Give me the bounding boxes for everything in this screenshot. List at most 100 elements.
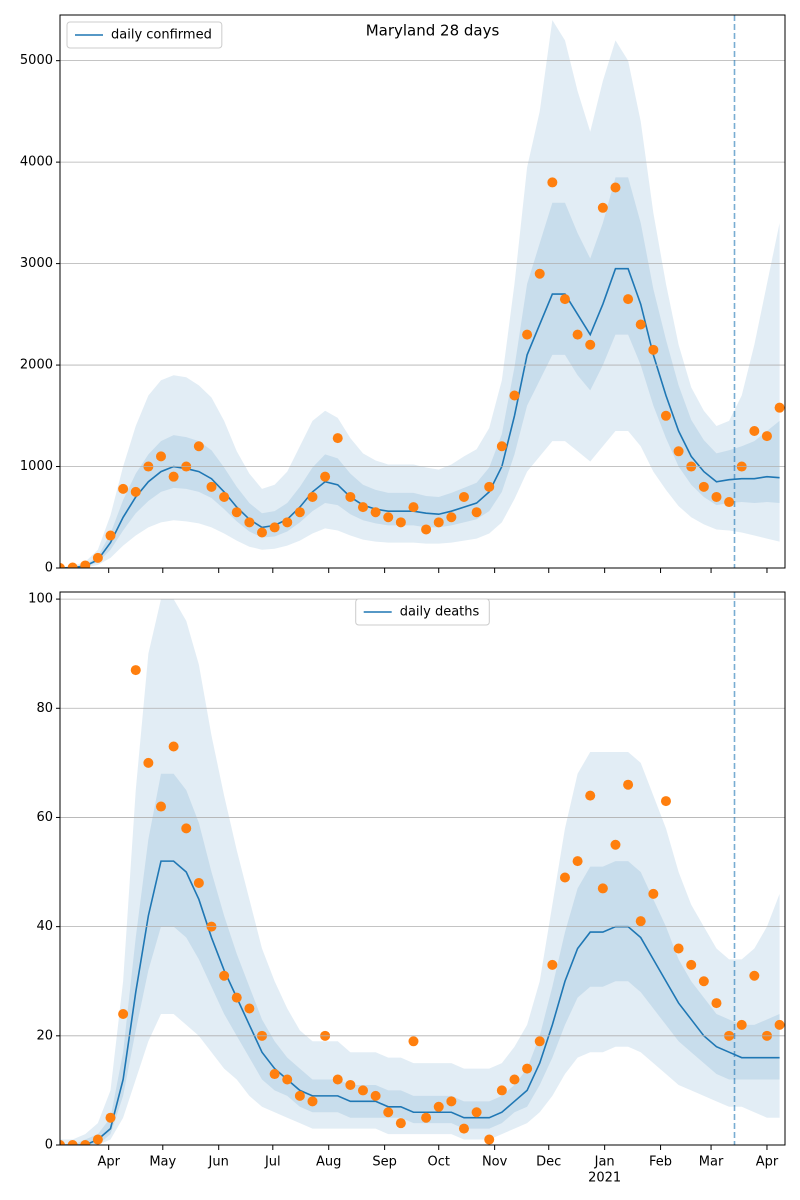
observed-point [168,741,179,752]
uncertainty-band [60,20,780,568]
observed-point [421,524,432,535]
observed-point [471,507,482,518]
x-tick-label: Aug [316,1155,341,1170]
y-tick-label: 4000 [20,155,53,170]
observed-point [206,481,217,492]
observed-point [686,959,697,970]
y-tick-label: 1000 [20,459,53,474]
observed-point [522,1063,533,1074]
observed-point [332,433,343,444]
x-tick-label: Sep [372,1155,397,1170]
observed-point [118,1008,129,1019]
observed-point [458,1123,469,1134]
observed-point [484,481,495,492]
observed-point [559,872,570,883]
observed-point [610,839,621,850]
observed-point [635,916,646,927]
observed-point [408,502,419,513]
observed-point [433,517,444,528]
panel: 0 1000 2000 3000 4000 5000 Maryland 28 days dai… [20,14,786,576]
observed-point [282,517,293,528]
observed-point [193,877,204,888]
legend: daily confirmed [66,21,223,49]
observed-point [496,441,507,452]
observed-point [749,426,760,437]
observed-point [698,481,709,492]
observed-point [294,507,305,518]
observed-point [256,527,267,538]
observed-point [711,491,722,502]
observed-point [698,976,709,987]
observed-point [484,1134,495,1145]
observed-point [231,992,242,1003]
observed-point [761,431,772,442]
observed-point [231,507,242,518]
x-tick-sublabel: 2021 [588,1171,621,1186]
observed-point [547,177,558,188]
observed-point [67,562,78,568]
observed-point [357,502,368,513]
observed-point [320,471,331,482]
legend-box [355,598,490,626]
y-tick-label: 5000 [20,53,53,68]
x-tick-label: Jun [208,1155,229,1170]
observed-point [749,970,760,981]
observed-point [509,390,520,401]
legend-label: daily deaths [400,605,480,620]
observed-point [534,268,545,279]
observed-point [660,796,671,807]
y-tick-label: 3000 [20,256,53,271]
legend-label: daily confirmed [111,28,212,43]
observed-point [130,486,141,497]
observed-point [332,1074,343,1085]
y-tick-label: 100 [28,592,53,607]
observed-point [711,998,722,1009]
observed-point [282,1074,293,1085]
y-tick-label: 40 [36,919,53,934]
observed-point [458,491,469,502]
observed-point [648,344,659,355]
observed-point [673,446,684,457]
observed-point [67,1140,78,1145]
x-tick-label: Apr [756,1155,779,1170]
line [60,267,780,568]
observed-point [105,530,116,541]
observed-point [446,512,457,523]
observed-point [597,202,608,213]
observed-point [673,943,684,954]
observed-point [395,517,406,528]
observed-point [80,1140,91,1145]
observed-point [219,491,230,502]
observed-point [736,1019,747,1030]
observed-point [307,1096,318,1107]
observed-point [193,441,204,452]
x-tick-label: Feb [649,1155,672,1170]
observed-point [774,1019,785,1030]
observed-point [105,1112,116,1123]
uncertainty-band [60,599,780,1145]
y-tick-label: 20 [36,1028,53,1043]
observed-point [168,471,179,482]
observed-point [80,560,91,568]
observed-point [610,182,621,193]
observed-point [648,888,659,899]
x-tick-label: Apr [97,1155,120,1170]
observed-point [547,959,558,970]
observed-point [774,402,785,413]
observed-point [92,552,103,563]
observed-point [143,757,154,768]
observed-point [559,294,570,305]
panel: 0 20 40 60 80 100 Apr May Jun Jul Aug Sep Oct Nov Dec J… [28,591,786,1186]
x-tick-label: May [149,1155,176,1170]
observed-point [294,1090,305,1101]
axes-frame [59,14,786,569]
uncertainty-band [60,773,780,1145]
observed-point [408,1036,419,1047]
observed-point [269,522,280,533]
y-tick-label: 2000 [20,358,53,373]
x-tick-label: Jan [594,1155,615,1170]
observed-point [383,512,394,523]
plot-area [60,599,785,1145]
observed-point [219,970,230,981]
